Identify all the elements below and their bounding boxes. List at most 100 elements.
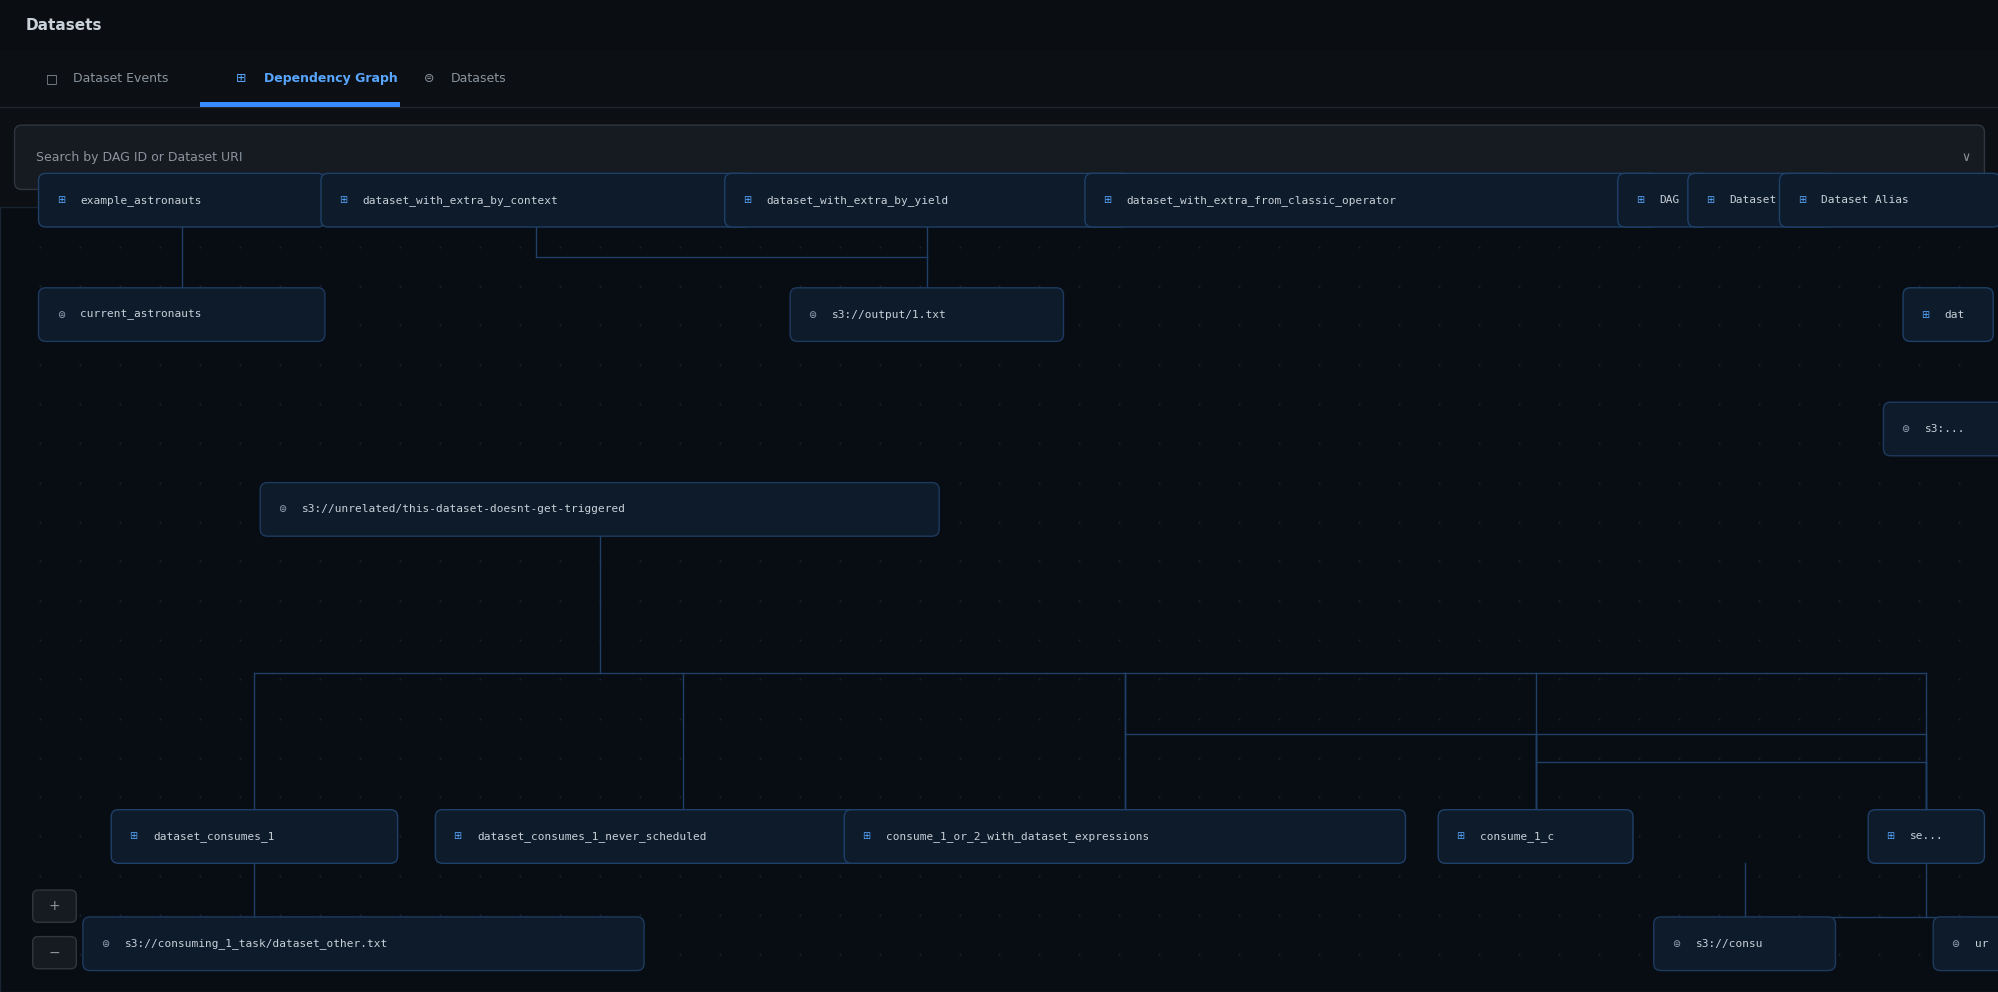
Point	[1942, 592, 1974, 608]
Point	[743, 750, 775, 766]
Point	[384, 357, 416, 373]
Point	[1303, 554, 1335, 569]
Point	[1023, 868, 1055, 884]
Point	[1542, 239, 1574, 255]
FancyBboxPatch shape	[1868, 809, 1984, 863]
Point	[1103, 790, 1135, 806]
Point	[983, 554, 1015, 569]
Point	[783, 828, 815, 844]
Point	[64, 672, 96, 687]
Point	[863, 946, 895, 962]
Point	[1263, 474, 1295, 490]
Point	[1582, 239, 1614, 255]
Point	[1822, 710, 1854, 726]
Point	[663, 672, 695, 687]
Point	[663, 868, 695, 884]
Point	[783, 554, 815, 569]
Point	[1702, 554, 1734, 569]
Point	[1143, 592, 1175, 608]
Point	[1023, 514, 1055, 530]
Point	[1902, 278, 1934, 294]
Point	[1183, 868, 1215, 884]
Point	[1902, 474, 1934, 490]
Point	[104, 908, 136, 924]
Point	[783, 710, 815, 726]
Point	[24, 514, 56, 530]
Point	[1263, 828, 1295, 844]
Point	[304, 435, 336, 451]
Point	[144, 868, 176, 884]
Point	[943, 868, 975, 884]
Point	[903, 554, 935, 569]
Point	[264, 239, 296, 255]
Point	[1622, 632, 1654, 648]
Point	[344, 828, 376, 844]
Point	[823, 592, 855, 608]
Point	[1263, 396, 1295, 412]
Point	[1542, 435, 1574, 451]
Point	[863, 278, 895, 294]
Point	[1662, 908, 1694, 924]
Point	[503, 278, 535, 294]
Point	[144, 396, 176, 412]
Text: ur: ur	[1974, 938, 1988, 948]
Point	[1303, 435, 1335, 451]
Text: ⊞: ⊞	[236, 72, 246, 85]
Point	[1742, 357, 1774, 373]
Point	[344, 396, 376, 412]
Point	[1862, 435, 1894, 451]
Point	[663, 632, 695, 648]
Point	[384, 554, 416, 569]
Point	[104, 278, 136, 294]
Text: ⊞: ⊞	[1704, 195, 1714, 205]
Point	[823, 396, 855, 412]
Point	[1303, 908, 1335, 924]
Point	[1822, 278, 1854, 294]
Point	[1662, 750, 1694, 766]
Point	[663, 592, 695, 608]
Point	[104, 396, 136, 412]
Point	[1103, 828, 1135, 844]
Point	[104, 632, 136, 648]
Point	[184, 632, 216, 648]
Point	[424, 357, 456, 373]
Point	[344, 908, 376, 924]
Point	[1143, 435, 1175, 451]
Point	[663, 278, 695, 294]
Point	[304, 554, 336, 569]
Point	[1622, 946, 1654, 962]
Point	[104, 554, 136, 569]
Point	[863, 592, 895, 608]
Text: ⊞: ⊞	[454, 831, 462, 841]
Point	[1662, 868, 1694, 884]
Point	[1742, 278, 1774, 294]
Point	[703, 239, 735, 255]
Point	[1183, 396, 1215, 412]
Point	[623, 474, 655, 490]
Point	[264, 474, 296, 490]
Point	[1782, 908, 1814, 924]
Point	[1383, 790, 1415, 806]
Point	[943, 278, 975, 294]
Point	[1542, 278, 1574, 294]
Point	[344, 514, 376, 530]
Point	[1542, 710, 1574, 726]
Point	[1303, 946, 1335, 962]
Point	[264, 592, 296, 608]
Point	[1023, 632, 1055, 648]
Point	[1702, 514, 1734, 530]
Point	[1383, 672, 1415, 687]
Point	[1582, 435, 1614, 451]
Point	[384, 868, 416, 884]
Point	[384, 908, 416, 924]
Point	[1143, 239, 1175, 255]
Point	[623, 632, 655, 648]
Text: s3://unrelated/this-dataset-doesnt-get-triggered: s3://unrelated/this-dataset-doesnt-get-t…	[302, 504, 625, 515]
Point	[1822, 239, 1854, 255]
Point	[1822, 357, 1854, 373]
Point	[943, 239, 975, 255]
Point	[1063, 868, 1095, 884]
Text: DAG: DAG	[1658, 195, 1678, 205]
Point	[344, 946, 376, 962]
Point	[1303, 632, 1335, 648]
